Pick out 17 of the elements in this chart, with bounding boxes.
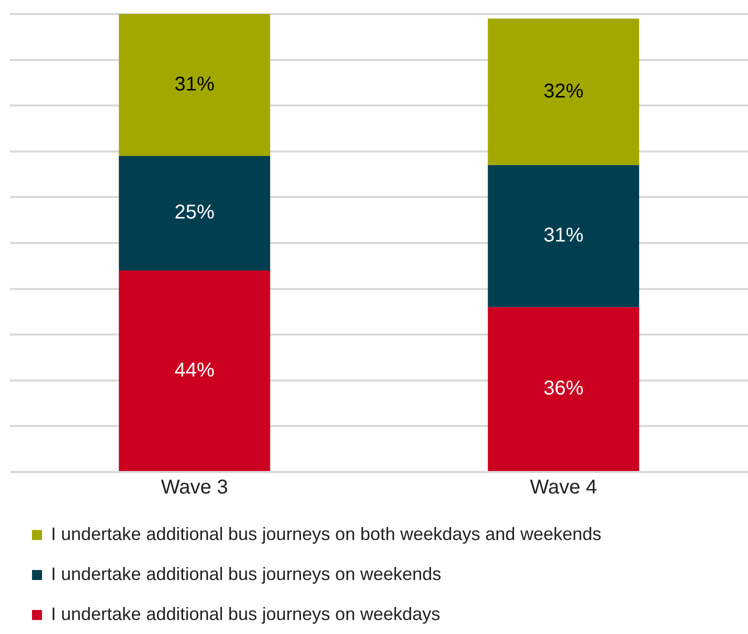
data-label: 31%: [174, 74, 215, 96]
data-label: 36%: [543, 378, 584, 400]
bar: [118, 270, 270, 471]
bar: [118, 156, 270, 270]
bar: [488, 307, 640, 471]
bar: [488, 18, 640, 166]
legend-label: I undertake additional bus journeys on both weekdays and weekends: [51, 524, 602, 544]
data-label: 44%: [174, 359, 215, 382]
x-tick-label: Wave 3: [160, 476, 228, 499]
data-label: 31%: [543, 224, 584, 247]
data-label: 32%: [543, 80, 584, 102]
legend-label: I undertake additional bus journeys on weekdays: [51, 604, 440, 624]
bar: [488, 165, 640, 308]
legend-label: I undertake additional bus journeys on weekends: [51, 564, 442, 584]
bar: [118, 14, 270, 156]
x-tick-label: Wave 4: [530, 476, 598, 499]
data-label: 25%: [174, 202, 215, 224]
